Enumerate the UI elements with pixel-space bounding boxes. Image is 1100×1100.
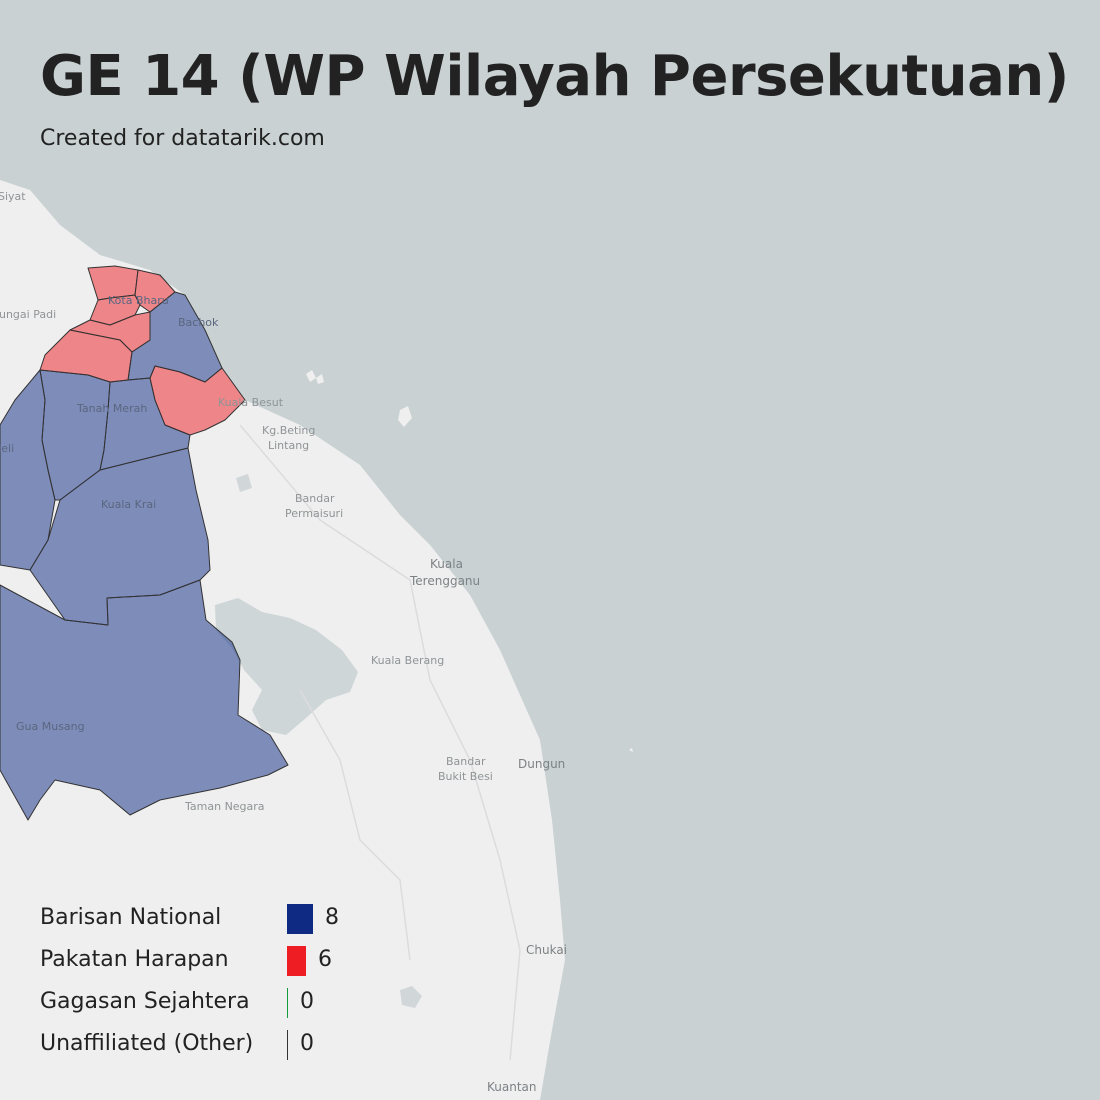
place-label: Taman Negara [184,800,265,813]
place-label: Kg.Beting [262,424,315,437]
place-label: Kuantan [487,1080,537,1094]
place-label: Bandar [295,492,335,505]
small-lake [236,474,252,492]
legend-count: 8 [325,905,339,930]
constituencies-pakatan-harapan [39,265,246,436]
place-label: Bukit Besi [438,770,493,783]
place-label: Siyat [0,190,26,203]
constituencies-barisan-national [0,291,289,821]
legend-count: 0 [300,1031,314,1056]
legend-count: 0 [300,989,314,1014]
constituency-pasir-puteh[interactable] [149,365,246,436]
place-label: Kuala Besut [218,396,284,409]
place-label: Bachok [178,316,219,329]
place-label: Jeli [0,442,14,455]
road [239,424,521,1061]
legend-label: Pakatan Harapan [40,947,229,972]
constituency-rantau-panjang[interactable] [39,329,133,383]
island [306,370,316,382]
legend-label: Unaffiliated (Other) [40,1031,254,1056]
place-label: Lintang [268,439,309,452]
legend-count: 6 [318,947,332,972]
legend-item-barisan-national: Barisan National 8 [40,900,400,942]
island [398,406,412,427]
map-title: GE 14 (WP Wilayah Persekutuan) [40,44,1069,109]
place-label: Kota Bharu [108,294,169,307]
place-label: Tanah Merah [76,402,147,415]
place-label: Kuala Berang [371,654,444,667]
map-subtitle: Created for datatarik.com [40,126,325,151]
legend-swatch [287,988,288,1018]
legend: Barisan National 8 Pakatan Harapan 6 Gag… [40,900,400,1068]
legend-label: Barisan National [40,905,222,930]
place-label: Gua Musang [16,720,85,733]
place-labels: Siyat Sungai Padi Kota Bharu Bachok Tana… [0,190,567,1094]
legend-label: Gagasan Sejahtera [40,989,250,1014]
legend-swatch [287,946,306,976]
place-label: Permaisuri [285,507,343,520]
place-label: Chukai [526,943,567,957]
place-label: Kuala Krai [101,498,156,511]
legend-swatch [287,904,313,934]
place-label: Bandar [446,755,486,768]
island [316,374,324,384]
place-label: Terengganu [409,574,480,588]
legend-item-unaffiliated: Unaffiliated (Other) 0 [40,1026,400,1068]
kenyir-lake [215,598,358,735]
island [629,748,633,752]
legend-swatch [287,1030,288,1060]
place-label: Dungun [518,757,565,771]
small-lake [400,986,422,1008]
place-label: Kuala [430,557,463,571]
legend-item-gagasan-sejahtera: Gagasan Sejahtera 0 [40,984,400,1026]
legend-item-pakatan-harapan: Pakatan Harapan 6 [40,942,400,984]
place-label: Sungai Padi [0,308,56,321]
